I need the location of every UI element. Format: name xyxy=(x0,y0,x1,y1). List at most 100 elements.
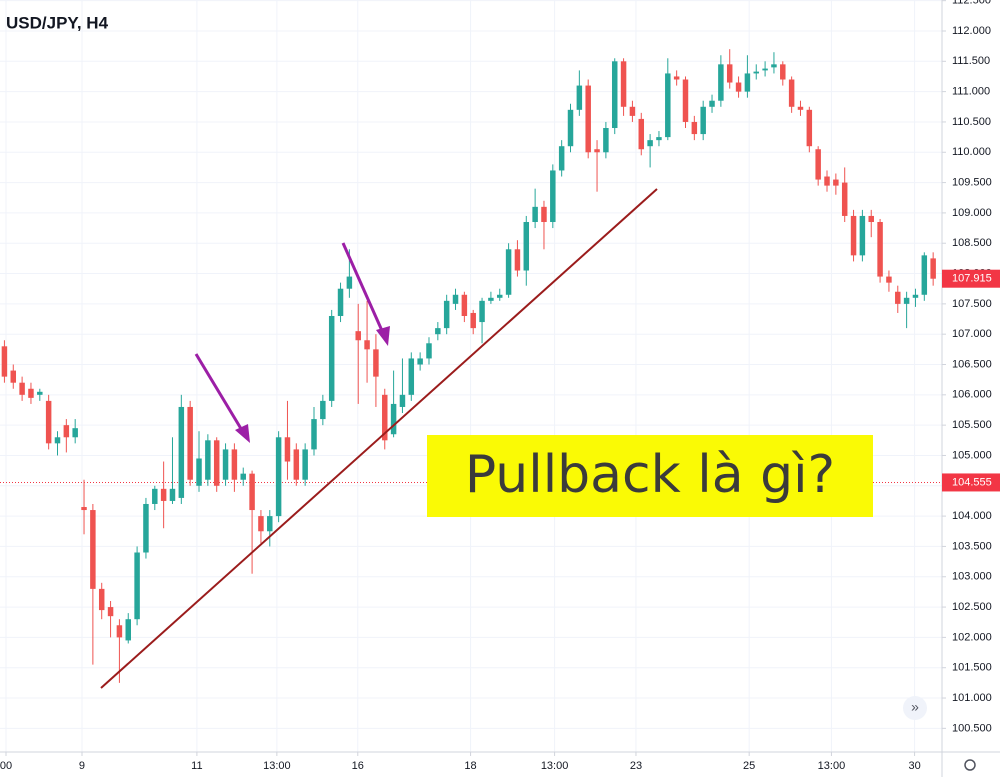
price-label-box xyxy=(942,269,1000,288)
candle-body xyxy=(841,182,848,216)
x-tick-label: 25 xyxy=(743,760,755,772)
candle-body xyxy=(196,458,202,486)
candle-body xyxy=(249,473,255,511)
price-label: 107.915 xyxy=(952,273,992,285)
y-tick-label: 109.500 xyxy=(952,176,992,188)
y-tick-label: 104.000 xyxy=(952,510,992,522)
candle-body xyxy=(603,128,609,153)
y-tick-label: 107.000 xyxy=(952,328,992,340)
candle-body xyxy=(45,400,52,444)
candle-body xyxy=(160,488,167,501)
candle-body xyxy=(833,179,839,186)
candle-body xyxy=(452,294,459,304)
y-tick-label: 101.000 xyxy=(952,692,992,704)
y-tick-label: 112.500 xyxy=(952,0,991,7)
trend-line xyxy=(100,188,658,689)
candle-body xyxy=(921,255,928,295)
candle-body xyxy=(116,625,123,638)
candle-body xyxy=(293,449,300,480)
candle-body xyxy=(594,149,600,153)
candle-body xyxy=(143,503,149,553)
x-tick-label: 9 xyxy=(79,760,85,772)
arrow-head xyxy=(376,326,390,346)
x-tick-label: 23 xyxy=(630,760,642,772)
scroll-button[interactable] xyxy=(903,696,927,720)
y-tick-label: 111.500 xyxy=(952,55,990,67)
candle-body xyxy=(28,388,34,398)
candle-body xyxy=(656,137,662,141)
candle-body xyxy=(903,297,910,304)
y-tick-label: 110.500 xyxy=(952,116,991,128)
candle-body xyxy=(771,64,777,68)
candle-body xyxy=(665,73,671,138)
candles xyxy=(1,49,936,683)
x-tick-label: 13:00 xyxy=(818,760,846,772)
candle-body xyxy=(718,64,724,101)
candle-body xyxy=(700,106,706,135)
candle-body xyxy=(240,473,246,480)
candle-body xyxy=(541,206,547,223)
candle-body xyxy=(90,510,96,589)
y-tick-label: 111.000 xyxy=(952,86,990,98)
candle-body xyxy=(355,331,361,341)
arrow xyxy=(341,242,385,334)
candle-body xyxy=(912,294,919,298)
candle-body xyxy=(461,294,468,316)
y-tick-label: 112.000 xyxy=(952,25,991,37)
candle-body xyxy=(337,288,344,316)
candle-body xyxy=(585,85,591,153)
settings-icon[interactable] xyxy=(964,759,976,771)
candle-body xyxy=(417,358,423,365)
candle-body xyxy=(373,349,379,377)
y-tick-label: 109.000 xyxy=(952,207,992,219)
candle-body xyxy=(744,73,751,92)
annotation: Pullback là gì? xyxy=(465,445,835,505)
candle-body xyxy=(19,382,25,395)
candle-body xyxy=(576,85,583,110)
candle-body xyxy=(753,71,759,74)
y-tick-label: 106.500 xyxy=(952,358,992,370)
candle-body xyxy=(806,109,813,147)
candle-body xyxy=(895,291,901,304)
candle-body xyxy=(275,437,282,517)
candle-body xyxy=(523,222,530,271)
candle-body xyxy=(859,215,866,256)
candle-body xyxy=(629,106,636,116)
candle-body xyxy=(443,300,450,329)
x-tick-label: 13:00 xyxy=(263,760,291,772)
x-tick-label: 30 xyxy=(908,760,920,772)
candle-body xyxy=(382,394,388,441)
y-tick-label: 110.000 xyxy=(952,146,991,158)
candle-body xyxy=(178,406,185,498)
candle-body xyxy=(505,249,512,295)
annotation-box xyxy=(427,435,873,517)
candle-body xyxy=(1,346,8,377)
candle-body xyxy=(550,170,556,223)
price-label-box xyxy=(942,473,1000,492)
candle-body xyxy=(320,400,326,420)
candle-body xyxy=(886,276,892,283)
x-tick-label: 11 xyxy=(191,760,202,772)
candle-body xyxy=(37,391,43,395)
candle-body xyxy=(735,82,742,92)
candle-body xyxy=(63,425,70,438)
candle-body xyxy=(408,358,415,395)
candle-body xyxy=(169,488,176,501)
y-tick-label: 107.500 xyxy=(952,298,992,310)
candle-body xyxy=(346,276,353,289)
candle-body xyxy=(125,619,131,641)
candle-body xyxy=(10,370,17,383)
candle-body xyxy=(72,428,78,438)
candle-body xyxy=(930,258,936,279)
candle-body xyxy=(788,79,795,107)
candle-body xyxy=(213,440,220,486)
candle-body xyxy=(435,328,441,335)
candle-body xyxy=(54,437,61,444)
candle-body xyxy=(479,300,485,323)
candle-body xyxy=(824,176,830,186)
scroll-icon[interactable]: » xyxy=(911,699,919,715)
candle-body xyxy=(780,64,786,80)
candle-body xyxy=(726,64,733,83)
candle-body xyxy=(673,76,680,80)
